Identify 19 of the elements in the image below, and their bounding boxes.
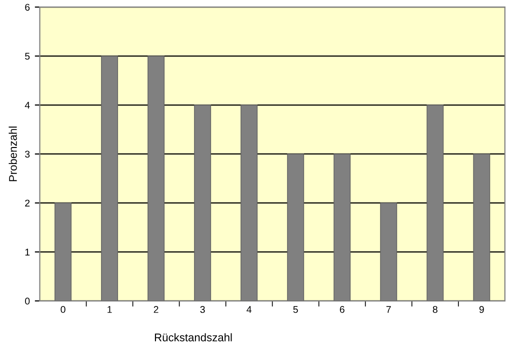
y-tick-label: 5 [25,52,30,60]
x-tick-label: 7 [386,306,391,313]
y-axis-title: Probenzahl [8,126,17,182]
y-tick-label: 0 [25,298,30,305]
x-tick-label: 2 [154,306,158,313]
x-tick-label: 3 [200,306,205,313]
y-tick-label: 4 [24,102,30,109]
x-tick-label: 0 [60,306,66,313]
y-tick-label: 2 [25,200,30,206]
x-axis-title: Rückstandszahl [154,333,232,342]
x-tick-label: 1 [108,306,112,313]
x-tick-label: 8 [432,306,438,313]
y-tick-label: 1 [25,248,30,256]
x-tick-label: 6 [340,306,344,313]
x-tick-label: 4 [246,306,252,313]
y-tick-label: 6 [25,4,30,11]
x-tick-label: 9 [479,306,484,313]
y-tick-label: 3 [25,150,30,158]
x-tick-label: 5 [293,306,298,313]
